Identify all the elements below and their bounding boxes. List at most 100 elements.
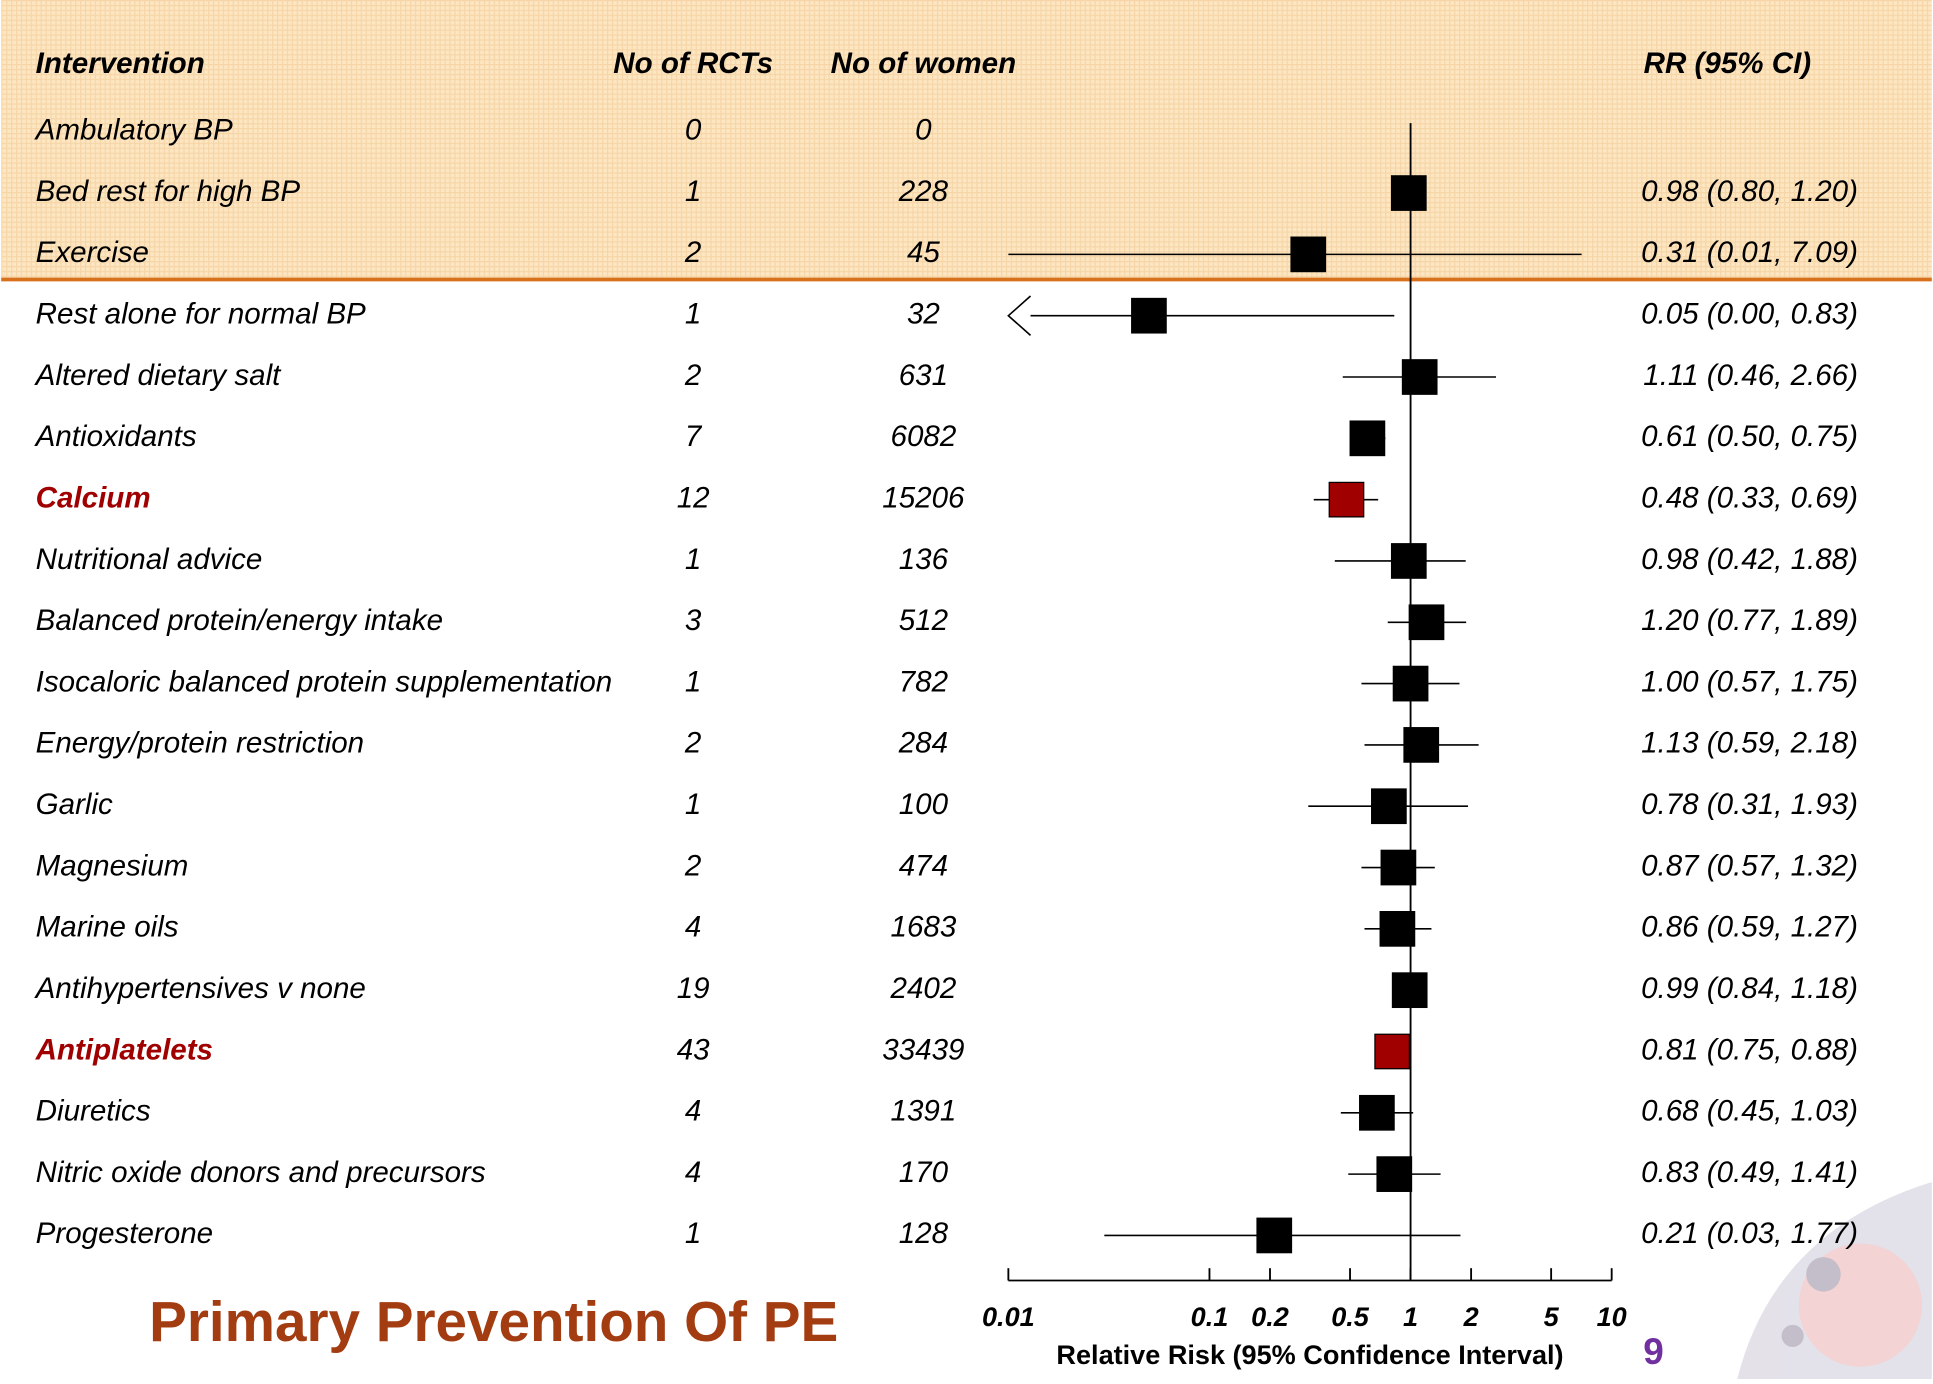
- rr-label: 1.00 (0.57, 1.75): [1641, 665, 1858, 698]
- rr-label: 0.48 (0.33, 0.69): [1641, 481, 1858, 514]
- intervention-label: Nutritional advice: [36, 543, 263, 576]
- rr-label: 0.05 (0.00, 0.83): [1641, 298, 1858, 331]
- women-count: 170: [899, 1156, 949, 1189]
- effect-box: [1380, 849, 1417, 886]
- effect-box: [1328, 481, 1365, 518]
- rr-label: 1.20 (0.77, 1.89): [1641, 604, 1858, 637]
- effect-box: [1408, 604, 1445, 641]
- logo: [1737, 1182, 1932, 1379]
- rct-count: 0: [685, 114, 702, 147]
- rr-label: 1.13 (0.59, 2.18): [1641, 727, 1858, 760]
- rct-count: 43: [677, 1033, 710, 1066]
- effect-box: [1390, 175, 1427, 211]
- x-tick-label: 0.1: [1191, 1301, 1229, 1332]
- rr-label: 0.21 (0.03, 1.77): [1641, 1217, 1858, 1250]
- effect-box: [1391, 972, 1428, 1009]
- rr-label: 0.68 (0.45, 1.03): [1641, 1095, 1858, 1128]
- effect-box: [1359, 1094, 1395, 1131]
- intervention-label: Energy/protein restriction: [36, 727, 364, 760]
- effect-box: [1401, 359, 1438, 395]
- rr-label: 0.61 (0.50, 0.75): [1641, 420, 1858, 453]
- women-count: 15206: [882, 481, 965, 514]
- page-number: 9: [1643, 1331, 1664, 1372]
- rct-count: 4: [685, 1156, 701, 1189]
- rr-label: 0.99 (0.84, 1.18): [1641, 972, 1858, 1005]
- intervention-label: Rest alone for normal BP: [36, 298, 366, 331]
- rr-label: 0.83 (0.49, 1.41): [1641, 1156, 1858, 1189]
- women-count: 474: [899, 849, 948, 882]
- rr-label: 0.81 (0.75, 0.88): [1641, 1033, 1858, 1066]
- x-tick-label: 2: [1463, 1301, 1479, 1332]
- rct-count: 2: [684, 849, 701, 882]
- rct-count: 3: [685, 604, 702, 637]
- x-tick-label: 0.5: [1331, 1301, 1370, 1332]
- rct-count: 4: [685, 1095, 701, 1128]
- effect-box: [1290, 236, 1327, 273]
- women-count: 631: [899, 359, 948, 392]
- intervention-label: Magnesium: [36, 849, 189, 882]
- intervention-label: Exercise: [36, 236, 149, 269]
- rct-count: 1: [685, 665, 701, 698]
- column-header: RR (95% CI): [1644, 47, 1811, 80]
- effect-box: [1371, 788, 1407, 825]
- effect-box: [1403, 727, 1440, 763]
- women-count: 0: [915, 114, 932, 147]
- rct-count: 1: [685, 298, 701, 331]
- intervention-label: Marine oils: [36, 911, 179, 944]
- x-tick-label: 1: [1403, 1301, 1418, 1332]
- intervention-label: Altered dietary salt: [34, 359, 282, 392]
- column-header: No of RCTs: [613, 47, 773, 80]
- intervention-label: Balanced protein/energy intake: [36, 604, 443, 637]
- women-count: 284: [898, 727, 948, 760]
- effect-box: [1256, 1217, 1293, 1254]
- header-band: [1, 0, 1932, 279]
- rct-count: 19: [677, 972, 710, 1005]
- rct-count: 2: [684, 236, 701, 269]
- women-count: 128: [899, 1217, 949, 1250]
- intervention-label: Bed rest for high BP: [36, 175, 301, 208]
- rr-label: 0.86 (0.59, 1.27): [1641, 911, 1858, 944]
- rr-label: 0.98 (0.42, 1.88): [1641, 543, 1858, 576]
- ci-arrow: [1007, 295, 1032, 336]
- rct-count: 2: [684, 359, 701, 392]
- women-count: 136: [899, 543, 949, 576]
- rr-label: 0.78 (0.31, 1.93): [1641, 788, 1858, 821]
- intervention-label: Nitric oxide donors and precursors: [36, 1156, 486, 1189]
- effect-box: [1390, 543, 1427, 579]
- rr-label: 1.11 (0.46, 2.66): [1643, 359, 1858, 392]
- women-count: 512: [899, 604, 948, 637]
- x-tick-label: 5: [1544, 1301, 1560, 1332]
- effect-box: [1131, 297, 1167, 334]
- effect-box: [1374, 1033, 1411, 1070]
- women-count: 6082: [891, 420, 957, 453]
- intervention-label: Antihypertensives v none: [34, 972, 366, 1005]
- intervention-label: Diuretics: [36, 1095, 151, 1128]
- rct-count: 1: [685, 1217, 701, 1250]
- effect-box: [1376, 1156, 1413, 1192]
- intervention-label: Garlic: [36, 788, 113, 821]
- effect-box: [1392, 665, 1429, 702]
- effect-box: [1349, 420, 1386, 457]
- rct-count: 12: [677, 481, 710, 514]
- rr-label: 0.87 (0.57, 1.32): [1641, 849, 1858, 882]
- women-count: 228: [898, 175, 949, 208]
- intervention-label: Calcium: [36, 481, 151, 514]
- effect-box: [1379, 911, 1416, 947]
- intervention-label: Progesterone: [36, 1217, 213, 1250]
- women-count: 2402: [890, 972, 957, 1005]
- women-count: 1683: [891, 911, 957, 944]
- women-count: 32: [907, 298, 940, 331]
- intervention-label: Antioxidants: [34, 420, 197, 453]
- rr-label: 0.31 (0.01, 7.09): [1641, 236, 1858, 269]
- x-tick-label: 10: [1597, 1301, 1627, 1332]
- women-count: 45: [907, 236, 940, 269]
- rr-label: 0.98 (0.80, 1.20): [1641, 175, 1858, 208]
- women-count: 33439: [882, 1033, 964, 1066]
- rct-count: 1: [685, 788, 701, 821]
- intervention-label: Isocaloric balanced protein supplementat…: [36, 665, 613, 698]
- x-tick-label: 0.2: [1251, 1301, 1289, 1332]
- column-header: No of women: [831, 47, 1016, 80]
- slide-title: Primary Prevention Of PE: [149, 1291, 838, 1354]
- rct-count: 1: [685, 543, 701, 576]
